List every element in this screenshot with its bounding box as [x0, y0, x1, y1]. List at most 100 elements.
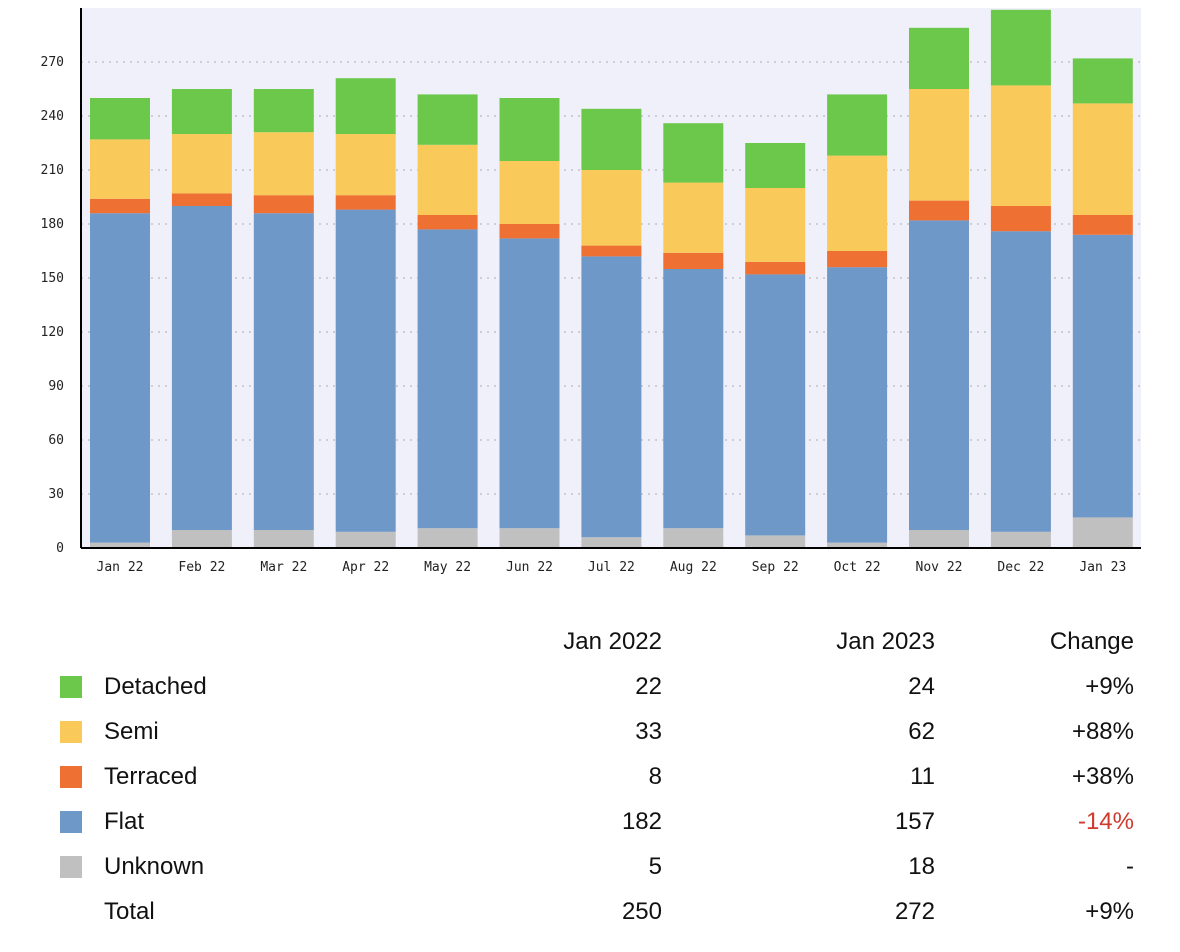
bar-segment-unknown — [827, 542, 888, 548]
bar-segment-semi — [335, 134, 396, 196]
row-label: Semi — [104, 717, 159, 745]
value-change: +9% — [1085, 897, 1134, 925]
bar-segment-flat — [745, 274, 806, 536]
x-tick-label: May 22 — [424, 560, 471, 575]
bar-segment-flat — [417, 229, 478, 529]
row-label: Unknown — [104, 852, 205, 880]
bar-segment-unknown — [909, 530, 969, 548]
header-empty — [104, 620, 344, 664]
bar-segment-detached — [499, 98, 560, 161]
swatch-cell — [60, 664, 104, 709]
table-row: Terraced 8 11 +38% — [60, 754, 1140, 799]
bar-segment-terraced — [417, 215, 478, 230]
bar-segment-semi — [417, 144, 478, 215]
bar-segment-terraced — [499, 224, 560, 239]
bar-segment-flat — [1072, 234, 1133, 518]
bar-segment-detached — [90, 98, 150, 140]
legend-swatch — [60, 676, 82, 699]
bar-segment-unknown — [90, 542, 150, 548]
value-change: +88% — [1071, 717, 1134, 745]
bar-segment-unknown — [1072, 517, 1133, 548]
y-tick-label: 210 — [41, 163, 64, 178]
table-header-row: Jan 2022 Jan 2023 Change — [60, 620, 1140, 664]
bar-segment-flat — [990, 231, 1051, 532]
header-empty — [60, 620, 104, 664]
bar-segment-semi — [253, 132, 314, 196]
bar-segment-terraced — [827, 251, 888, 268]
x-tick-label: Nov 22 — [916, 560, 963, 575]
y-tick-label: 60 — [48, 433, 64, 448]
bar-segment-flat — [581, 256, 642, 538]
bar-segment-terraced — [253, 195, 314, 214]
bar-segment-terraced — [335, 195, 396, 210]
table-row: Total 250 272 +9% — [60, 889, 1140, 934]
bar-segment-detached — [745, 143, 806, 188]
x-tick-label: Dec 22 — [997, 560, 1044, 575]
legend-swatch — [60, 721, 82, 744]
swatch-cell — [60, 889, 104, 934]
y-tick-label: 240 — [41, 109, 64, 124]
bar-segment-unknown — [745, 535, 806, 548]
row-label: Detached — [104, 672, 207, 700]
bar-segment-terraced — [990, 206, 1051, 232]
bar-segment-terraced — [663, 252, 724, 269]
row-label: Total — [104, 897, 155, 925]
bar-segment-unknown — [253, 530, 314, 548]
bar-segment-unknown — [581, 537, 642, 548]
bar-segment-detached — [663, 123, 724, 183]
bar-segment-semi — [171, 134, 232, 194]
header-jan-2022: Jan 2022 — [563, 628, 662, 655]
bar-segment-semi — [990, 85, 1051, 206]
bar-segment-detached — [253, 89, 314, 133]
row-label: Terraced — [104, 762, 198, 790]
bar-segment-flat — [827, 267, 888, 543]
swatch-cell — [60, 709, 104, 754]
bar-segment-unknown — [663, 528, 724, 548]
value-jan-2022: 250 — [621, 897, 662, 925]
x-tick-label: Sep 22 — [752, 560, 799, 575]
y-tick-label: 180 — [41, 217, 64, 232]
bars — [90, 9, 1133, 548]
y-tick-label: 0 — [56, 541, 64, 556]
bar-segment-flat — [253, 213, 314, 530]
value-change: +9% — [1085, 672, 1134, 700]
bar-segment-semi — [90, 139, 150, 199]
value-jan-2023: 157 — [894, 807, 935, 835]
bar-segment-unknown — [990, 531, 1051, 548]
y-tick-label: 270 — [41, 55, 64, 70]
swatch-cell — [60, 844, 104, 889]
bar-segment-unknown — [335, 531, 396, 548]
y-tick-label: 150 — [41, 271, 64, 286]
swatch-cell — [60, 799, 104, 844]
value-jan-2023: 11 — [910, 762, 935, 790]
x-tick-label: Mar 22 — [260, 560, 307, 575]
x-tick-label: Aug 22 — [670, 560, 717, 575]
value-jan-2022: 5 — [648, 852, 662, 880]
bar-segment-detached — [990, 9, 1051, 86]
x-tick-label: Oct 22 — [834, 560, 881, 575]
table-row: Flat 182 157 -14% — [60, 799, 1140, 844]
bar-segment-flat — [499, 238, 560, 529]
legend-swatch — [60, 766, 82, 789]
header-change: Change — [1049, 628, 1134, 655]
x-tick-label: Jun 22 — [506, 560, 553, 575]
value-jan-2023: 272 — [894, 897, 935, 925]
bar-segment-detached — [335, 78, 396, 134]
stacked-bar-chart: 0 30 60 90 120 150 180 210 240 270 Jan 22 Feb 22 Ma… — [41, 8, 1141, 575]
legend-swatch — [60, 811, 82, 834]
bar-segment-semi — [499, 161, 560, 224]
bar-segment-flat — [909, 220, 969, 530]
bar-segment-detached — [909, 27, 969, 89]
bar-segment-unknown — [499, 528, 560, 548]
bar-segment-terraced — [745, 261, 806, 275]
bar-segment-flat — [335, 209, 396, 532]
bar-segment-semi — [1072, 103, 1133, 215]
value-jan-2022: 33 — [635, 717, 662, 745]
row-label: Flat — [104, 807, 145, 835]
bar-segment-detached — [417, 94, 478, 145]
bar-segment-terraced — [1072, 215, 1133, 235]
value-jan-2023: 62 — [908, 717, 935, 745]
bar-segment-semi — [581, 170, 642, 246]
table-row: Detached 22 24 +9% — [60, 664, 1140, 709]
bar-segment-flat — [663, 269, 724, 529]
